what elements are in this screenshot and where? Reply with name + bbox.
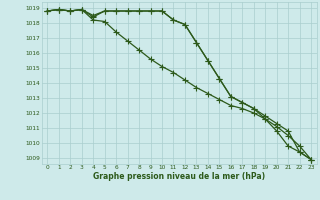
X-axis label: Graphe pression niveau de la mer (hPa): Graphe pression niveau de la mer (hPa) <box>93 172 265 181</box>
